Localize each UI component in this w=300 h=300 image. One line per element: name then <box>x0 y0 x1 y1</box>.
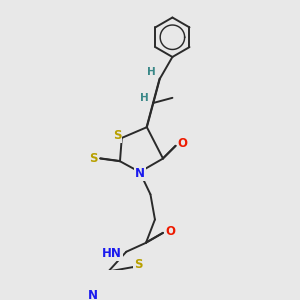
Text: O: O <box>178 137 188 150</box>
Text: H: H <box>140 94 149 103</box>
Text: O: O <box>165 225 175 238</box>
Text: N: N <box>135 167 145 180</box>
Text: HN: HN <box>102 247 122 260</box>
Text: S: S <box>134 258 142 271</box>
Text: S: S <box>89 152 97 165</box>
Text: N: N <box>88 289 98 300</box>
Text: H: H <box>146 67 155 76</box>
Text: S: S <box>113 129 122 142</box>
